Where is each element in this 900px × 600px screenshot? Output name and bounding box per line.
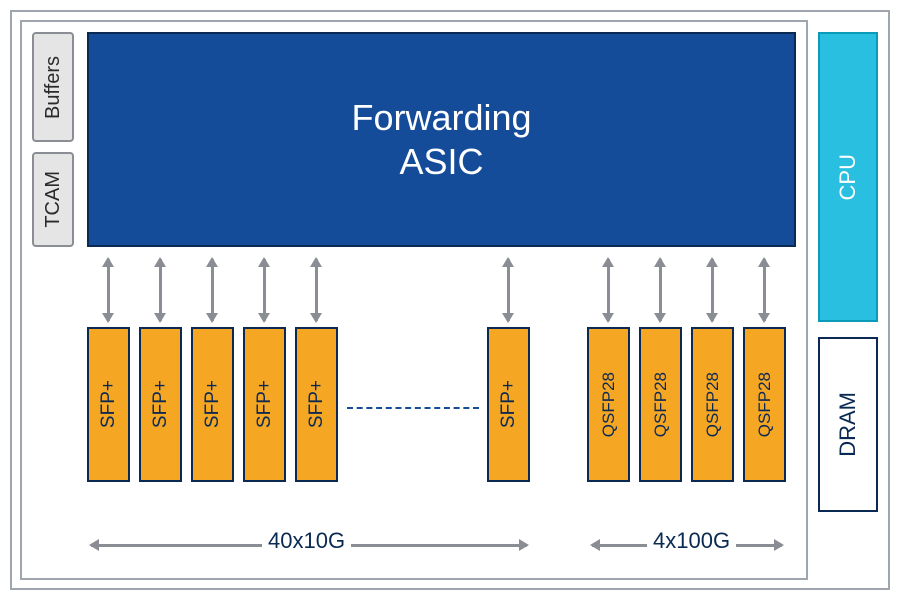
ellipsis-dotted-line: [347, 407, 479, 409]
main-wrap: Buffers TCAM Forwarding ASIC SFP+SFP+SFP…: [32, 32, 796, 568]
port-label: QSFP28: [755, 372, 775, 437]
connector-arrow: [507, 259, 510, 321]
main-area: Buffers TCAM Forwarding ASIC SFP+SFP+SFP…: [20, 20, 808, 580]
connector-arrow: [211, 259, 214, 321]
port-label: SFP+: [254, 380, 276, 428]
connector-arrow: [107, 259, 110, 321]
port-label: QSFP28: [651, 372, 671, 437]
port-label: QSFP28: [703, 372, 723, 437]
dim-label-4x100g: 4x100G: [647, 528, 736, 554]
sfp-plus-port: SFP+: [295, 327, 338, 482]
buffers-label: Buffers: [42, 56, 65, 119]
port-label: SFP+: [202, 380, 224, 428]
cpu-block: CPU: [818, 32, 878, 322]
asic-line1: Forwarding: [351, 96, 531, 139]
port-label: QSFP28: [599, 372, 619, 437]
port-label: SFP+: [306, 380, 328, 428]
tcam-block: TCAM: [32, 152, 74, 247]
port-label: SFP+: [98, 380, 120, 428]
ports-area: SFP+ SFP+ SFP+ SFP+ SFP+ SFP+ QSFP28 QSFP28 QSFP…: [87, 257, 796, 528]
dram-block: DRAM: [818, 337, 878, 512]
asic-line2: ASIC: [399, 140, 483, 183]
sfp-plus-port: SFP+: [87, 327, 130, 482]
dram-label: DRAM: [835, 392, 861, 457]
buffers-block: Buffers: [32, 32, 74, 142]
sfp-plus-port: SFP+: [191, 327, 234, 482]
dim-label-40x10g: 40x10G: [262, 528, 351, 554]
qsfp28-port: QSFP28: [587, 327, 630, 482]
connector-arrow: [711, 259, 714, 321]
connector-arrow: [659, 259, 662, 321]
connector-arrow: [315, 259, 318, 321]
cpu-label: CPU: [835, 154, 861, 200]
forwarding-asic-block: Forwarding ASIC: [87, 32, 796, 247]
sfp-plus-port: SFP+: [139, 327, 182, 482]
qsfp28-port: QSFP28: [691, 327, 734, 482]
connector-arrow: [607, 259, 610, 321]
connector-arrow: [263, 259, 266, 321]
connector-arrow: [763, 259, 766, 321]
qsfp28-port: QSFP28: [743, 327, 786, 482]
port-label: SFP+: [498, 380, 520, 428]
sfp-plus-port: SFP+: [243, 327, 286, 482]
connector-arrow: [159, 259, 162, 321]
dimension-labels: 40x10G 4x100G: [87, 528, 796, 562]
port-label: SFP+: [150, 380, 172, 428]
tcam-label: TCAM: [42, 171, 65, 228]
outer-frame: CPU DRAM Buffers TCAM Forwarding ASIC SF…: [10, 10, 890, 590]
qsfp28-port: QSFP28: [639, 327, 682, 482]
sfp-plus-port: SFP+: [487, 327, 530, 482]
